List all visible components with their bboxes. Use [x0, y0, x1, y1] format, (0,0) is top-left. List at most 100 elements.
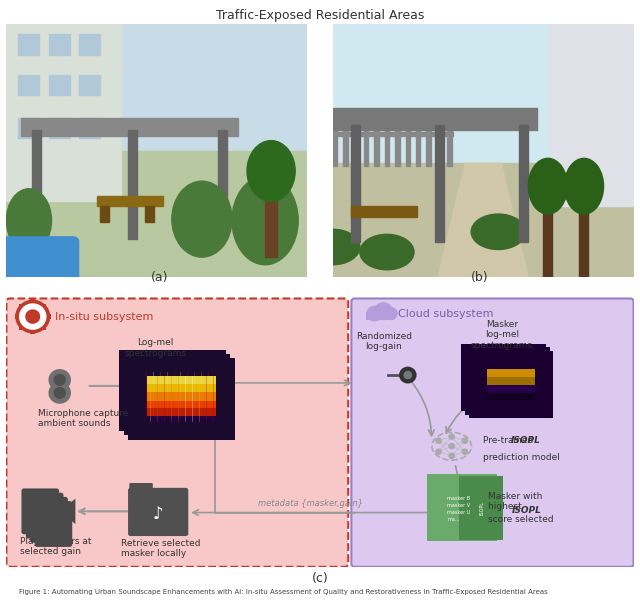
Circle shape: [25, 309, 40, 324]
Text: masker U: masker U: [447, 510, 470, 514]
Bar: [484, 373, 531, 381]
Bar: [49, 34, 70, 54]
Text: Play maskers at
selected gain: Play maskers at selected gain: [20, 537, 92, 556]
Text: ma...: ma...: [447, 517, 460, 522]
FancyBboxPatch shape: [6, 298, 348, 567]
Bar: [58, 394, 61, 402]
FancyBboxPatch shape: [427, 474, 497, 541]
Bar: [143, 412, 211, 417]
Ellipse shape: [360, 235, 414, 270]
Bar: [147, 392, 216, 401]
Bar: [143, 404, 211, 412]
Bar: [147, 384, 216, 392]
FancyBboxPatch shape: [460, 476, 503, 540]
Text: Randomized
log-gain: Randomized log-gain: [356, 332, 412, 351]
Bar: [19, 118, 40, 138]
Text: metadata {masker,gain}: metadata {masker,gain}: [258, 499, 363, 508]
Bar: [579, 206, 589, 277]
Bar: [128, 130, 137, 239]
Bar: [15, 314, 20, 319]
Bar: [447, 130, 452, 166]
FancyBboxPatch shape: [35, 501, 72, 547]
Text: Log-mel
spectrograms: Log-mel spectrograms: [125, 338, 187, 358]
Ellipse shape: [232, 176, 298, 265]
Bar: [488, 393, 534, 400]
Bar: [519, 125, 529, 242]
Text: masker V: masker V: [447, 503, 470, 508]
Text: Figure 1: Automating Urban Soundscape Enhancements with AI: In-situ Assessment o: Figure 1: Automating Urban Soundscape En…: [19, 590, 548, 595]
Bar: [436, 130, 441, 166]
FancyBboxPatch shape: [128, 488, 188, 536]
Bar: [79, 75, 100, 95]
Text: score selected: score selected: [488, 516, 554, 524]
Bar: [435, 125, 444, 242]
FancyBboxPatch shape: [26, 493, 63, 538]
Bar: [147, 408, 216, 416]
Text: (a): (a): [151, 271, 169, 284]
Text: ISOPL: ISOPL: [512, 506, 542, 514]
FancyBboxPatch shape: [351, 298, 634, 567]
Circle shape: [384, 307, 398, 320]
Circle shape: [49, 382, 71, 404]
Bar: [333, 130, 337, 166]
Bar: [138, 408, 207, 413]
Bar: [426, 130, 431, 166]
Text: Cloud subsystem: Cloud subsystem: [398, 309, 494, 318]
Bar: [147, 376, 216, 384]
Bar: [138, 400, 207, 408]
Bar: [138, 393, 207, 399]
FancyBboxPatch shape: [461, 344, 546, 411]
Bar: [218, 130, 227, 239]
FancyBboxPatch shape: [124, 354, 230, 435]
Bar: [42, 325, 46, 330]
Circle shape: [403, 371, 412, 379]
Polygon shape: [60, 499, 76, 524]
Ellipse shape: [529, 159, 568, 214]
Bar: [22, 118, 238, 136]
FancyBboxPatch shape: [465, 347, 550, 415]
Bar: [367, 312, 393, 320]
FancyBboxPatch shape: [30, 497, 68, 543]
FancyBboxPatch shape: [128, 358, 235, 440]
Ellipse shape: [6, 189, 51, 252]
Bar: [488, 369, 534, 377]
Bar: [147, 401, 216, 408]
Bar: [333, 24, 634, 163]
Circle shape: [399, 367, 417, 384]
Bar: [145, 206, 154, 222]
Circle shape: [54, 374, 66, 386]
Text: Masker with
highest: Masker with highest: [488, 492, 543, 511]
Circle shape: [374, 302, 393, 320]
Bar: [100, 206, 109, 222]
Bar: [484, 389, 531, 397]
Bar: [30, 329, 35, 334]
Text: masker B: masker B: [447, 496, 470, 501]
Circle shape: [461, 449, 468, 455]
Bar: [97, 197, 163, 206]
Text: ISOPL: ISOPL: [511, 436, 541, 444]
FancyBboxPatch shape: [129, 483, 153, 495]
Ellipse shape: [564, 159, 604, 214]
Ellipse shape: [172, 181, 232, 257]
Circle shape: [15, 300, 51, 333]
Bar: [79, 34, 100, 54]
Bar: [480, 385, 527, 393]
Ellipse shape: [247, 140, 295, 201]
Bar: [488, 377, 534, 385]
Ellipse shape: [306, 229, 360, 265]
FancyBboxPatch shape: [468, 351, 554, 418]
Circle shape: [448, 434, 455, 440]
Text: Traffic-Exposed Residential Areas: Traffic-Exposed Residential Areas: [216, 8, 424, 22]
Bar: [6, 151, 307, 277]
Bar: [549, 24, 634, 206]
Circle shape: [461, 437, 468, 444]
Bar: [406, 130, 410, 166]
Bar: [385, 130, 389, 166]
Text: prediction model: prediction model: [483, 453, 560, 461]
Bar: [32, 130, 41, 239]
Bar: [30, 299, 35, 304]
Bar: [6, 24, 121, 201]
Bar: [351, 206, 417, 216]
Bar: [19, 303, 24, 308]
Bar: [143, 388, 211, 397]
